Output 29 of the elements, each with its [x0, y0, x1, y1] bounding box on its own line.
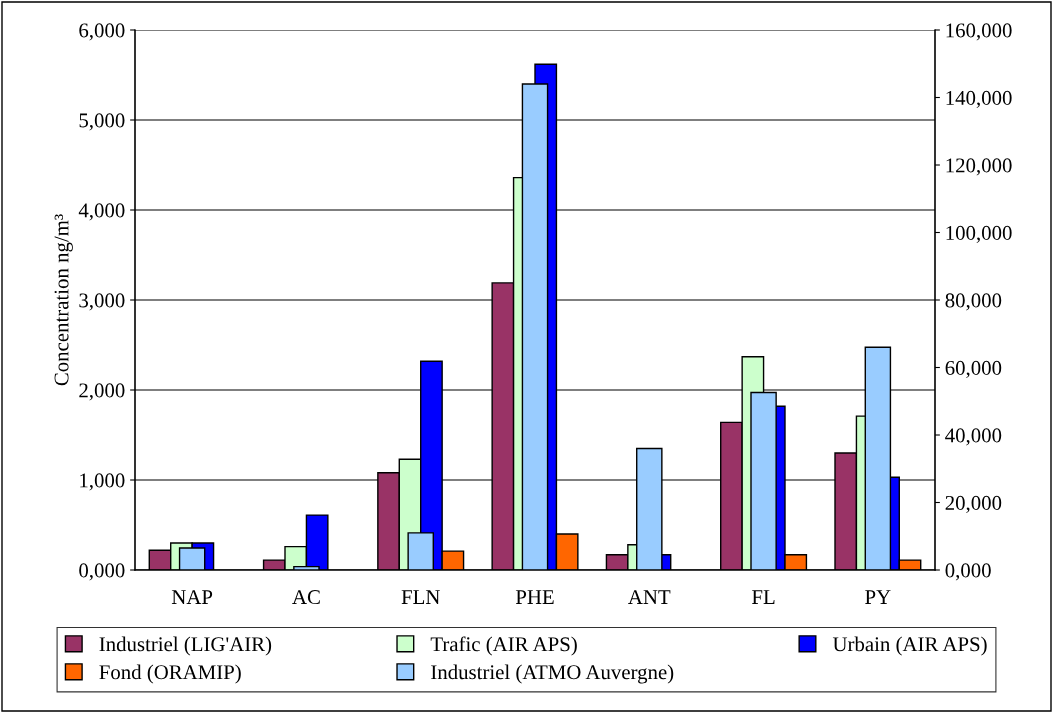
- y-tick-label: 6,000: [79, 23, 125, 41]
- y2-tick-label: 120,000: [946, 158, 1012, 176]
- x-tick-label: NAP: [171, 590, 213, 604]
- x-tick-label: PY: [865, 590, 891, 604]
- x-tick-label: ANT: [628, 590, 671, 604]
- x-tick-label: PHE: [515, 590, 554, 604]
- legend-label: Industriel (ATMO Auvergne): [431, 664, 674, 684]
- y-tick-label: 4,000: [78, 203, 125, 221]
- x-tick-label: AC: [292, 590, 320, 605]
- legend-label: Trafic (AIR APS): [430, 636, 577, 656]
- y-tick-label: 3,000: [79, 293, 125, 311]
- y2-tick-label: 0,000: [945, 563, 991, 581]
- x-tick-label: FL: [752, 590, 775, 604]
- y-tick-label: 1,000: [80, 473, 125, 491]
- y2-tick-label: 40,000: [945, 428, 1002, 446]
- y2-tick-label: 160,000: [946, 23, 1012, 41]
- legend-label: Urbain (AIR APS): [832, 636, 987, 656]
- y2-tick-label: 140,000: [946, 90, 1012, 108]
- legend-label: Industriel (LIG'AIR): [99, 636, 272, 656]
- y-tick-label: 2,000: [79, 383, 125, 401]
- y2-tick-label: 100,000: [946, 225, 1012, 243]
- x-tick-label: FLN: [401, 590, 440, 604]
- y2-tick-label: 80,000: [945, 293, 1002, 311]
- y-axis-title: Concentration ng/m³: [54, 214, 73, 386]
- y-tick-label: 5,000: [79, 113, 125, 131]
- y2-tick-label: 60,000: [945, 360, 1002, 378]
- y2-tick-label: 20,000: [945, 495, 1002, 513]
- legend-label: Fond (ORAMIP): [99, 664, 241, 684]
- y-tick-label: 0,000: [79, 563, 125, 581]
